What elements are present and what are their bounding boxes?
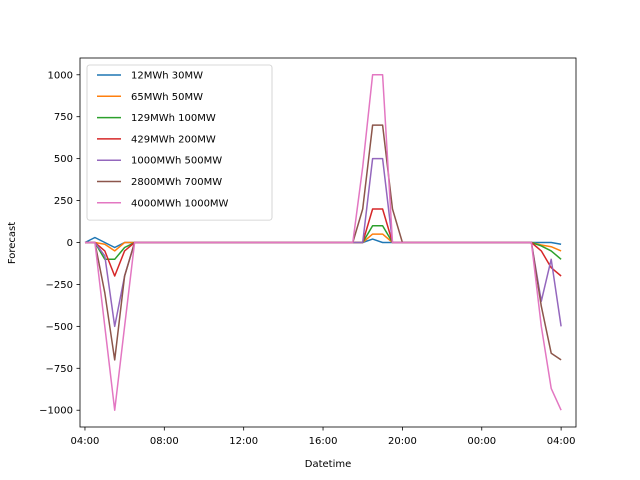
legend-label: 4000MWh 1000MW [131, 198, 229, 209]
x-axis-label: Datetime [305, 459, 352, 470]
y-axis-ticks: −1000 −750 −500 −250 0 250 500 750 1000 [39, 70, 80, 417]
y-tick-label: 500 [54, 154, 73, 165]
x-tick-label: 16:00 [309, 436, 338, 447]
y-axis-label: Forecast [7, 222, 18, 264]
y-tick-label: 750 [54, 112, 73, 123]
y-tick-label: 0 [67, 238, 73, 249]
y-tick-label: 1000 [48, 70, 73, 81]
legend-label: 65MWh 50MW [131, 92, 203, 103]
legend-label: 12MWh 30MW [131, 71, 203, 82]
legend-label: 2800MWh 700MW [131, 177, 222, 188]
series-line-3 [85, 224, 562, 261]
legend-label: 1000MWh 500MW [131, 156, 222, 167]
y-tick-label: −750 [46, 364, 73, 375]
series-layer [84, 74, 562, 411]
x-tick-label: 12:00 [229, 436, 258, 447]
x-tick-label: 04:00 [547, 436, 576, 447]
x-tick-label: 08:00 [150, 436, 179, 447]
legend-label: 429MWh 200MW [131, 134, 216, 145]
legend-box [86, 64, 273, 221]
series-line-7 [85, 74, 562, 411]
y-tick-label: 250 [54, 196, 73, 207]
y-tick-label: −500 [46, 322, 73, 333]
series-line-6 [85, 124, 562, 361]
legend: 12MWh 30MW 65MWh 50MW 129MWh 100MW 429MWh 2… [86, 64, 273, 221]
y-tick-label: −250 [46, 280, 73, 291]
x-tick-label: 00:00 [467, 436, 496, 447]
x-tick-label: 20:00 [388, 436, 417, 447]
y-tick-label: −1000 [39, 406, 73, 417]
series-line-4 [85, 208, 562, 277]
plot-frame [79, 57, 577, 428]
x-tick-label: 04:00 [71, 436, 100, 447]
x-axis-ticks: 04:00 08:00 12:00 16:00 20:00 00:00 04:00 [71, 427, 576, 447]
legend-label: 129MWh 100MW [131, 113, 216, 124]
series-line-1 [84, 236, 562, 249]
